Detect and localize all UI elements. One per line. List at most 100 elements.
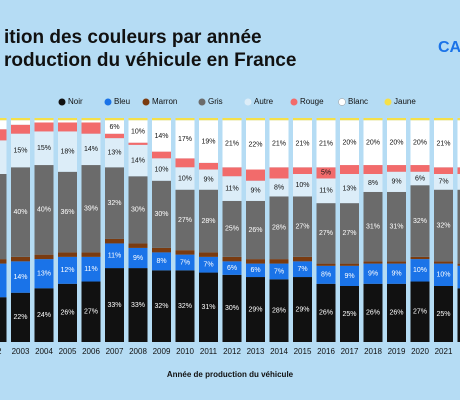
data-label: 26% [60,310,74,317]
legend-swatch [104,98,112,106]
bar-segment [81,165,101,253]
bar-segment [105,133,124,139]
legend-label: Blanc [348,97,368,106]
data-label: 9% [391,271,401,278]
bar-segment [410,171,430,186]
bar-segment [81,120,101,123]
bar-segment [410,120,430,166]
bar-segment [410,185,430,257]
data-label: 25% [225,226,239,233]
bar-segment [457,265,460,289]
bar-segment [175,189,195,251]
bar-segment [363,174,383,192]
data-label: 5% [321,170,331,177]
data-label: 13% [37,271,51,278]
bar-segment [222,167,242,177]
bar-segment [316,283,336,342]
x-tick-label: 2017 [341,347,359,356]
data-label: 33% [107,302,121,309]
data-label: 7% [297,266,307,273]
bar-segment [293,118,312,121]
x-tick-label: 2008 [129,347,147,356]
data-label: 14% [13,274,27,281]
bar-segment [11,261,30,293]
bar-segment [34,120,54,123]
bar-segment [34,259,54,289]
bar-segment [222,256,242,262]
data-label: 24% [37,312,51,319]
data-label: 28% [201,218,215,225]
data-label: 20% [413,139,427,146]
bar-segment [316,203,336,264]
bar-segment [246,277,265,342]
x-tick-label: 2015 [294,347,312,356]
data-label: 11% [319,188,333,195]
data-label: 13% [342,185,356,192]
bar-segment [363,261,383,264]
x-tick-label: 2010 [176,347,194,356]
data-label: 21% [319,141,333,148]
data-label: 14% [131,157,145,164]
bar-segment [128,247,148,269]
data-label: 7% [203,262,213,269]
bar-segment [457,189,460,264]
data-label: 27% [319,230,333,237]
bar-segment [269,259,289,264]
legend-label: Jaune [394,97,416,106]
data-label: 31% [366,223,380,230]
bar-segment [387,191,406,262]
data-label: 27% [295,223,309,230]
data-label: 8% [368,180,378,187]
bar-segment [434,118,453,121]
bar-segment [175,254,195,271]
x-tick-label: 2003 [12,347,30,356]
data-label: 22% [248,142,262,149]
bar-segment [0,120,7,130]
bar-segment [152,151,171,159]
bar-segment [246,263,265,278]
data-label: 10% [131,128,145,135]
legend-swatch [198,98,206,106]
data-label: 11% [225,185,239,192]
bar-segment [81,122,101,134]
bar-segment [199,118,218,121]
bar-segment [457,120,460,168]
x-tick-label: 2016 [317,347,335,356]
bar-segment [293,167,312,174]
bar-segment [293,196,312,257]
data-label: 17% [178,136,192,143]
data-label: 32% [154,303,168,310]
data-label: 19% [201,138,215,145]
bar-segment [457,118,460,121]
data-label: 10% [295,182,309,189]
bar-segment [0,118,7,121]
bar-segment [58,252,77,257]
bar-segment [152,120,171,152]
data-label: 21% [225,141,239,148]
x-tick-label: 2012 [223,347,241,356]
bar-segment [199,252,218,257]
bar-segment [152,270,171,342]
bar-segment [58,171,77,253]
bar-segment [387,118,406,121]
x-tick-label: 2013 [247,347,265,356]
data-label: 12% [60,267,74,274]
data-label: 32% [107,200,121,207]
data-label: 20% [342,139,356,146]
bar-segment [269,120,289,168]
bar-segment [175,167,195,190]
bar-segment [199,120,218,163]
legend-swatch [58,98,66,106]
bar-segment [269,118,289,121]
bar-segment [246,169,265,181]
chart-title: ition des couleurs par année [4,27,262,48]
legend-label: Autre [254,97,274,106]
data-label: 26% [248,227,262,234]
bar-segment [434,167,453,174]
data-label: 6% [415,175,425,182]
bar-segment [410,259,430,282]
legend-label: Gris [208,97,223,106]
x-tick-label: 02 [0,347,2,356]
bar-segment [340,165,359,174]
